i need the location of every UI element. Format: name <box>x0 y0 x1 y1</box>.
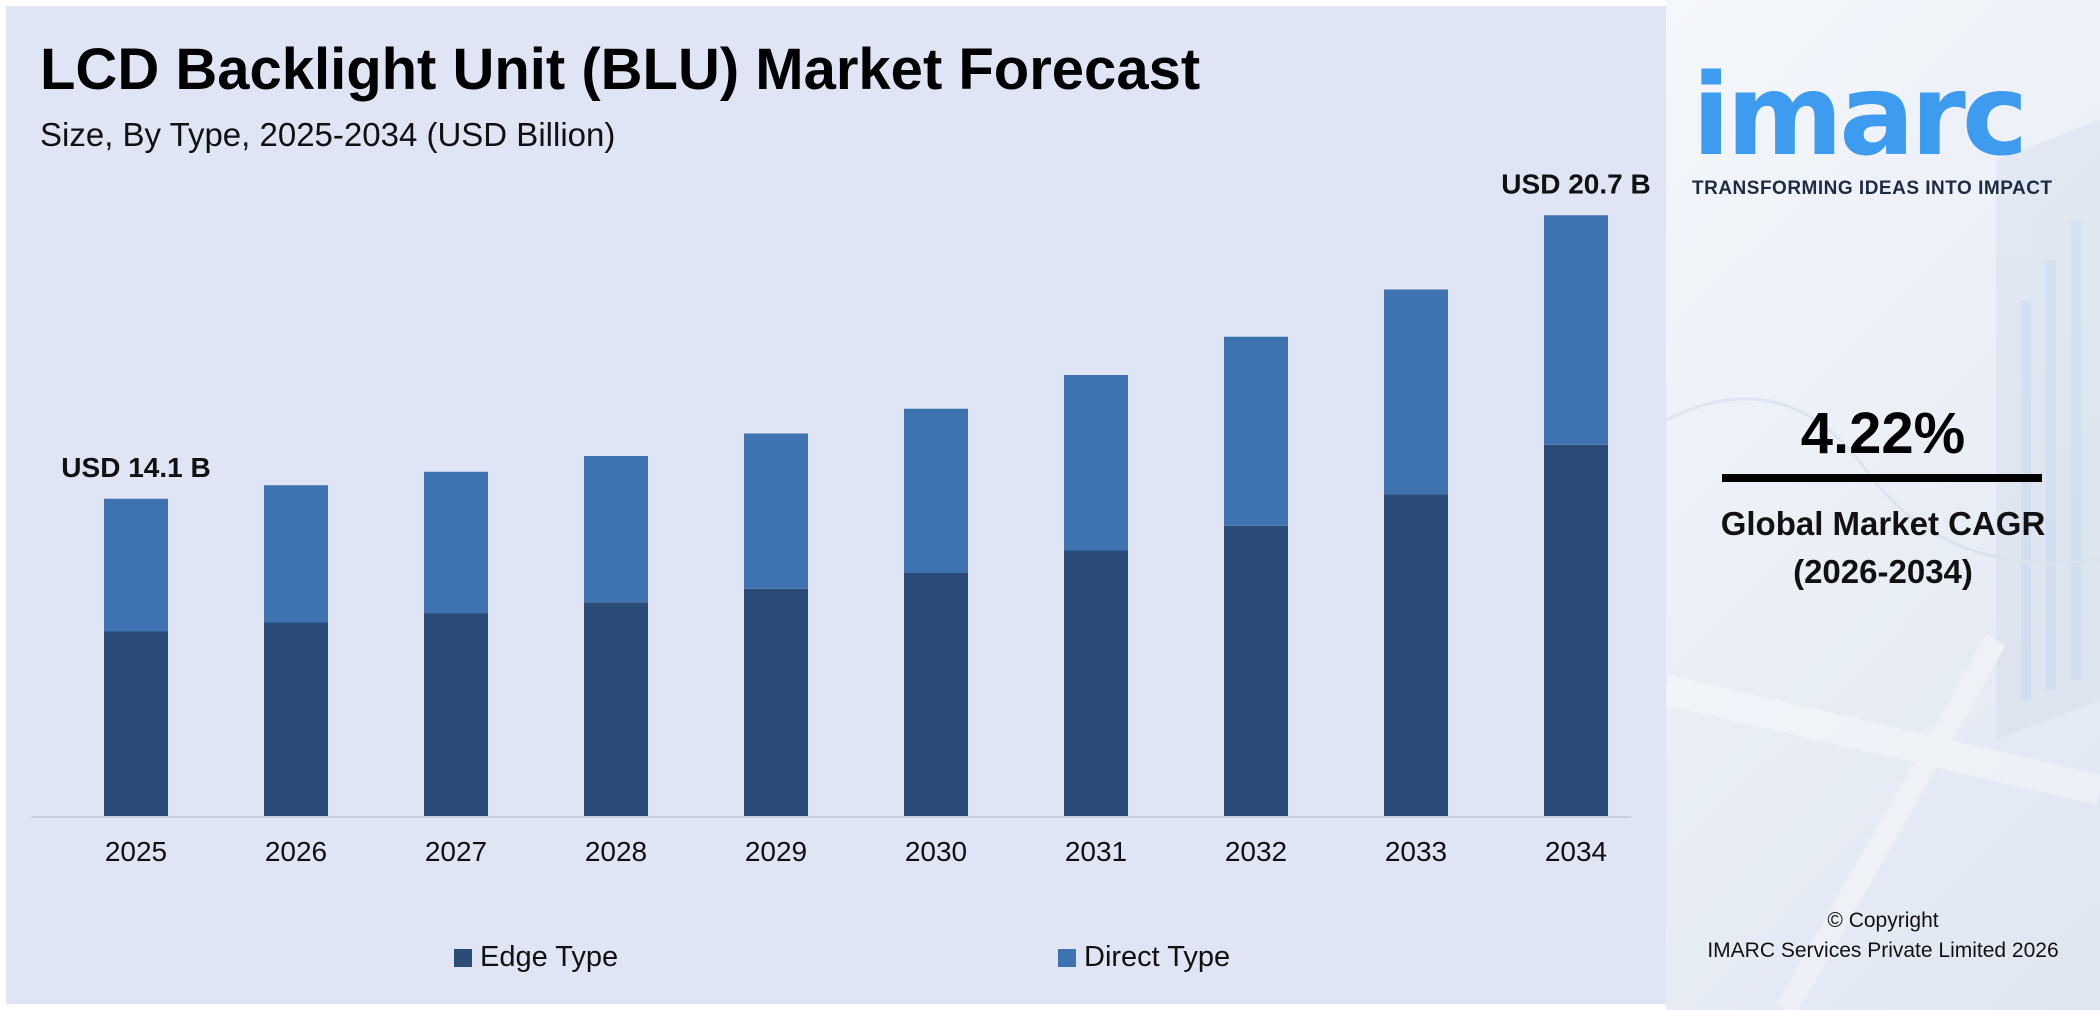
x-tick-label-2031: 2031 <box>1065 836 1127 867</box>
bar-direct-2027 <box>424 471 488 614</box>
cagr-divider <box>1722 474 2042 482</box>
bar-edge-2027 <box>424 613 488 816</box>
logo-tagline: TRANSFORMING IDEAS INTO IMPACT <box>1692 178 2053 199</box>
copyright-line2: IMARC Services Private Limited 2026 <box>1707 939 2059 962</box>
background-chart-decoration <box>1666 120 2100 1010</box>
cagr-label-line2: (2026-2034) <box>1793 553 1973 590</box>
cagr-label: Global Market CAGR (2026-2034) <box>1666 500 2100 596</box>
x-tick-label-2034: 2034 <box>1545 836 1607 867</box>
chart-panel: LCD Backlight Unit (BLU) Market Forecast… <box>6 6 1666 1004</box>
x-tick-label-2029: 2029 <box>745 836 807 867</box>
copyright-line1: © Copyright <box>1827 909 1939 932</box>
bar-edge-2026 <box>264 622 328 816</box>
bar-edge-2028 <box>584 602 648 816</box>
x-tick-label-2027: 2027 <box>425 836 487 867</box>
x-tick-label-2030: 2030 <box>905 836 967 867</box>
logo-wordmark: imarc <box>1692 51 2028 181</box>
cagr-value: 4.22% <box>1800 401 1966 466</box>
bar-chart: 2025 2026 2027 2028 2029 2030 2031 2032 2033 2034… <box>31 168 1651 867</box>
bar-direct-2028 <box>584 456 648 603</box>
copyright: © Copyright IMARC Services Private Limit… <box>1666 906 2100 966</box>
bar-edge-2025 <box>104 631 168 816</box>
chart-subtitle: Size, By Type, 2025-2034 (USD Billion) <box>40 116 616 153</box>
bar-direct-2026 <box>264 485 328 623</box>
chart-legend: Edge Type Direct Type <box>6 941 1666 981</box>
x-tick-label-2026: 2026 <box>265 836 327 867</box>
bar-direct-2029 <box>744 433 808 589</box>
legend-label: Direct Type <box>1084 941 1231 973</box>
bar-direct-2034 <box>1544 215 1608 445</box>
data-label-2034: USD 20.7 B <box>1501 168 1650 199</box>
bar-direct-2031 <box>1064 375 1128 551</box>
legend-swatch <box>1058 948 1076 967</box>
bar-edge-2029 <box>744 588 808 816</box>
chart-title: LCD Backlight Unit (BLU) Market Forecast <box>40 37 1201 102</box>
side-panel: imarc TRANSFORMING IDEAS INTO IMPACT 4.2… <box>1666 0 2100 1010</box>
legend-item-edge-type: Edge Type <box>454 941 618 974</box>
bar-edge-2033 <box>1384 494 1448 816</box>
bar-direct-2025 <box>104 498 168 632</box>
x-tick-label-2032: 2032 <box>1225 836 1287 867</box>
legend-swatch <box>454 948 472 967</box>
x-tick-label-2025: 2025 <box>105 836 167 867</box>
bar-direct-2032 <box>1224 336 1288 526</box>
bar-edge-2034 <box>1544 444 1608 816</box>
legend-label: Edge Type <box>480 941 619 973</box>
x-tick-label-2033: 2033 <box>1385 836 1447 867</box>
bar-direct-2030 <box>904 408 968 573</box>
x-tick-label-2028: 2028 <box>585 836 647 867</box>
bar-edge-2031 <box>1064 550 1128 816</box>
bar-edge-2032 <box>1224 525 1288 816</box>
legend-item-direct-type: Direct Type <box>1058 941 1230 974</box>
bar-edge-2030 <box>904 573 968 816</box>
cagr-label-line1: Global Market CAGR <box>1720 505 2046 542</box>
bar-direct-2033 <box>1384 289 1448 495</box>
imarc-logo: imarc TRANSFORMING IDEAS INTO IMPACT <box>1692 60 2082 200</box>
data-label-2025: USD 14.1 B <box>61 452 210 483</box>
